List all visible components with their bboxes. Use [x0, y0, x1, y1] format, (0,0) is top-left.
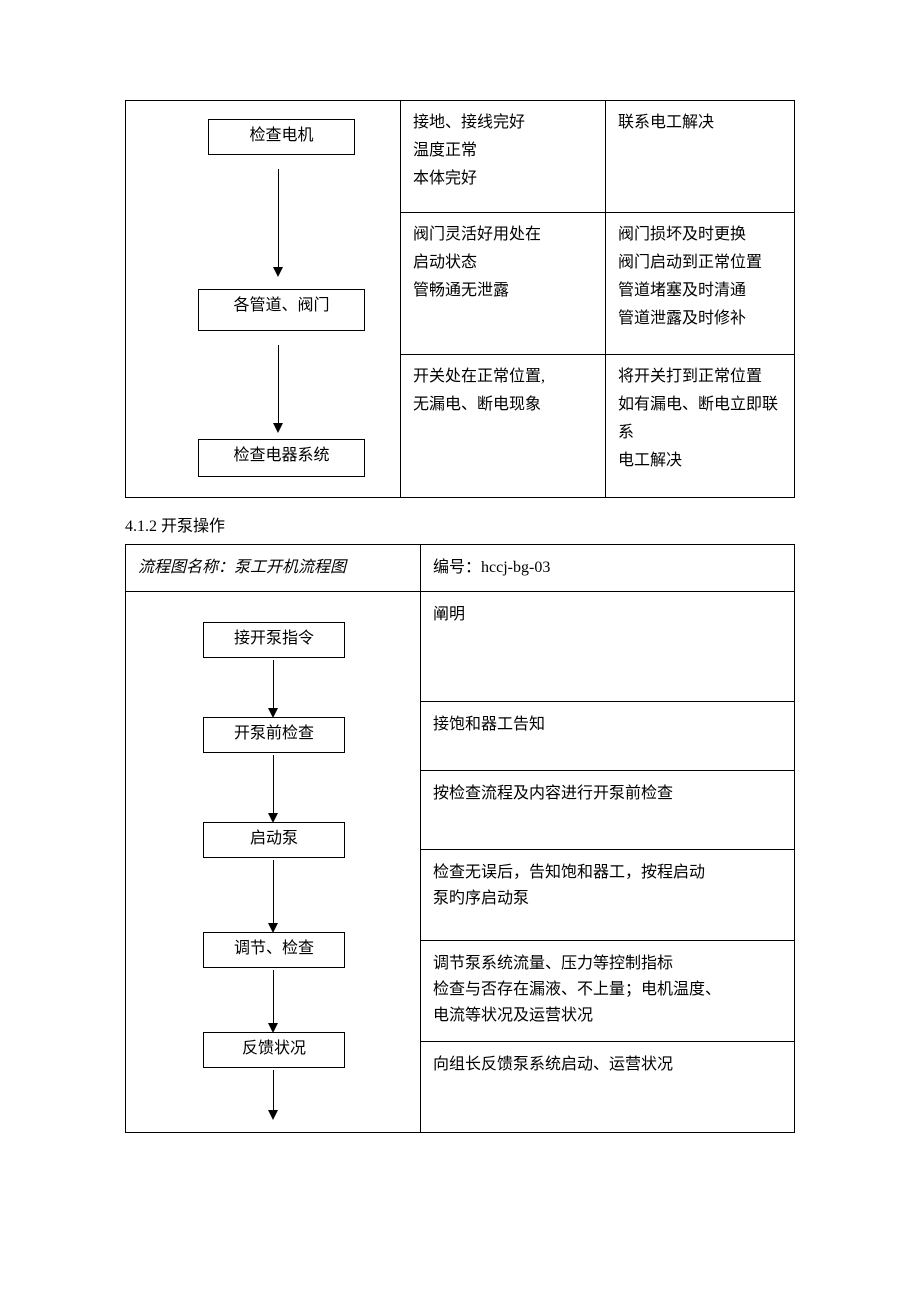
flow2-desc-2-line1: 按检查流程及内容进行开泵前检查: [433, 785, 673, 802]
row2-content: 阀门灵活好用处在 启动状态 管畅通无泄露: [401, 212, 606, 355]
pump-edge-1: [273, 755, 274, 815]
pump-node-s5: 反馈状况: [203, 1032, 345, 1068]
inspection-edge-1: [278, 345, 279, 425]
flow2-title-cell: 流程图名称：泵工开机流程图: [126, 545, 421, 592]
inspection-node-n3: 检查电器系统: [198, 439, 365, 477]
pump-arrowhead-3: [268, 1023, 278, 1033]
row3-remedy-line2: 如有漏电、断电立即联系: [618, 396, 778, 441]
row2-remedy-line4: 管道泄露及时修补: [618, 310, 746, 327]
flow2-desc-4-line2: 检查与否存在漏液、不上量；电机温度、: [433, 981, 721, 998]
flow2-desc-2: 按检查流程及内容进行开泵前检查: [421, 771, 795, 850]
row2-remedy-line1: 阀门损坏及时更换: [618, 226, 746, 243]
row3-content: 开关处在正常位置, 无漏电、断电现象: [401, 355, 606, 498]
inspection-node-n1: 检查电机: [208, 119, 355, 155]
flow2-desc-3: 检查无误后，告知饱和器工，按程启动 泵旳序启动泵: [421, 850, 795, 941]
flow2-explain-cell: 阐明: [421, 592, 795, 702]
document-page: 检查电机各管道、阀门检查电器系统 接地、接线完好 温度正常 本体完好 联系电工解…: [0, 0, 920, 1193]
flow2-desc-4: 调节泵系统流量、压力等控制指标 检查与否存在漏液、不上量；电机温度、 电流等状况…: [421, 941, 795, 1042]
inspection-arrowhead-1: [273, 423, 283, 433]
row1-content-line2: 温度正常: [413, 142, 477, 159]
pump-edge-4: [273, 1070, 274, 1112]
flow2-desc-4-line1: 调节泵系统流量、压力等控制指标: [433, 955, 673, 972]
row3-remedy: 将开关打到正常位置 如有漏电、断电立即联系 电工解决: [606, 355, 795, 498]
flow2-desc-5-line1: 向组长反馈泵系统启动、运营状况: [433, 1056, 673, 1073]
flow2-desc-3-line2: 泵旳序启动泵: [433, 890, 529, 907]
flow2-code-value: hccj-bg-03: [481, 559, 550, 576]
flow2-title-label: 流程图名称：: [138, 559, 234, 576]
pump-edge-0: [273, 660, 274, 710]
flow2-desc-1-line1: 接饱和器工告知: [433, 716, 545, 733]
row1-content-line1: 接地、接线完好: [413, 114, 525, 131]
inspection-flow-table: 检查电机各管道、阀门检查电器系统 接地、接线完好 温度正常 本体完好 联系电工解…: [125, 100, 795, 498]
pump-start-flow-table: 流程图名称：泵工开机流程图 编号：hccj-bg-03 接开泵指令开泵前检查启动…: [125, 544, 795, 1133]
row2-remedy-line3: 管道堵塞及时清通: [618, 282, 746, 299]
row1-remedy: 联系电工解决: [606, 101, 795, 213]
pump-arrowhead-0: [268, 708, 278, 718]
row2-content-line1: 阀门灵活好用处在: [413, 226, 541, 243]
flow2-code-cell: 编号：hccj-bg-03: [421, 545, 795, 592]
flow2-desc-3-line1: 检查无误后，告知饱和器工，按程启动: [433, 864, 705, 881]
flow2-desc-1: 接饱和器工告知: [421, 702, 795, 771]
pump-edge-3: [273, 970, 274, 1025]
pump-arrowhead-4: [268, 1110, 278, 1120]
flow2-code-label: 编号：: [433, 559, 481, 576]
pump-node-s1: 接开泵指令: [203, 622, 345, 658]
row1-content-line3: 本体完好: [413, 170, 477, 187]
row1-content: 接地、接线完好 温度正常 本体完好: [401, 101, 606, 213]
pump-node-s2: 开泵前检查: [203, 717, 345, 753]
pump-node-s4: 调节、检查: [203, 932, 345, 968]
flow2-explain-label: 阐明: [433, 606, 465, 623]
inspection-flowchart-cell: 检查电机各管道、阀门检查电器系统: [126, 101, 401, 498]
row2-remedy: 阀门损坏及时更换 阀门启动到正常位置 管道堵塞及时清通 管道泄露及时修补: [606, 212, 795, 355]
row3-content-line1: 开关处在正常位置,: [413, 368, 545, 385]
row1-remedy-line1: 联系电工解决: [618, 114, 714, 131]
section-heading: 4.1.2 开泵操作: [125, 512, 795, 536]
inspection-flowchart: 检查电机各管道、阀门检查电器系统: [138, 109, 388, 489]
row3-remedy-line1: 将开关打到正常位置: [618, 368, 762, 385]
inspection-arrowhead-0: [273, 267, 283, 277]
pump-edge-2: [273, 860, 274, 925]
pump-arrowhead-2: [268, 923, 278, 933]
row2-remedy-line2: 阀门启动到正常位置: [618, 254, 762, 271]
pump-arrowhead-1: [268, 813, 278, 823]
row2-content-line3: 管畅通无泄露: [413, 282, 509, 299]
flow2-desc-4-line3: 电流等状况及运营状况: [433, 1007, 593, 1024]
pump-flowchart-cell: 接开泵指令开泵前检查启动泵调节、检查反馈状况: [126, 592, 421, 1133]
inspection-node-n2: 各管道、阀门: [198, 289, 365, 331]
flow2-title-value: 泵工开机流程图: [234, 559, 346, 576]
flow2-desc-5: 向组长反馈泵系统启动、运营状况: [421, 1042, 795, 1133]
pump-flowchart: 接开泵指令开泵前检查启动泵调节、检查反馈状况: [138, 602, 408, 1122]
row3-content-line2: 无漏电、断电现象: [413, 396, 541, 413]
row3-remedy-line3: 电工解决: [618, 452, 682, 469]
row2-content-line2: 启动状态: [413, 254, 477, 271]
inspection-edge-0: [278, 169, 279, 269]
pump-node-s3: 启动泵: [203, 822, 345, 858]
